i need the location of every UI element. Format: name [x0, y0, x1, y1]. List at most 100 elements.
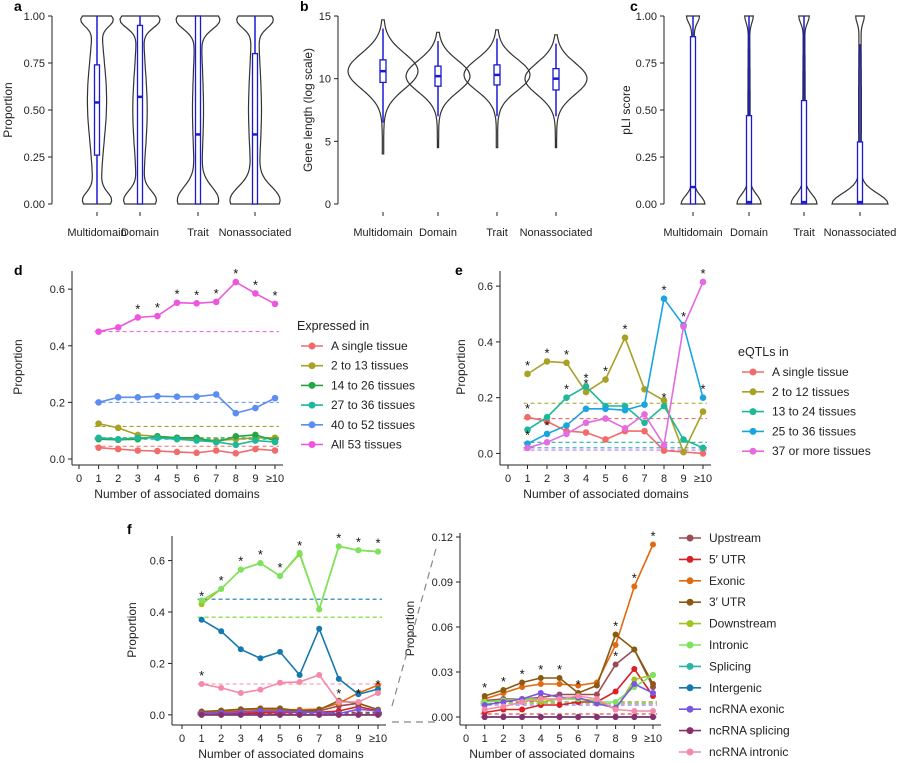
significance-star: * — [336, 530, 341, 545]
x-tick-label-f: 7 — [316, 733, 322, 745]
x-tick-label-f_zoom: 5 — [556, 733, 562, 745]
data-point-14-to-26-tissues — [252, 431, 259, 439]
data-point-3-utr — [650, 681, 656, 687]
significance-star: * — [297, 538, 302, 553]
data-point-37-or-more-tissues — [660, 441, 668, 449]
data-point-exonic — [575, 682, 582, 689]
x-axis-title-f: Number of associated domains — [198, 747, 363, 761]
data-point-all-53-tissues — [232, 278, 240, 286]
y-tick-label-d: 0.0 — [50, 454, 65, 466]
data-point-all-53-tissues — [252, 290, 259, 297]
data-point-exonic — [631, 583, 638, 590]
legend-label-2-to-13-tissues: 2 to 13 tissues — [331, 359, 408, 373]
x-tick-label-e: 3 — [563, 473, 569, 485]
data-point-ncrna-splicing — [355, 711, 362, 718]
series-line-13-to-24-tissues — [527, 385, 704, 449]
box-domain — [745, 114, 753, 205]
significance-star: * — [482, 680, 487, 695]
series-line-intergenic — [201, 619, 379, 696]
data-point-intronic — [237, 566, 244, 573]
x-tick-label-d: 6 — [194, 473, 200, 485]
data-point-40-to-52-tissues — [271, 394, 279, 402]
data-point-a-single-tissue — [271, 447, 279, 454]
data-point-ncrna-splicing — [593, 714, 600, 720]
data-point-37-or-more-tissues — [680, 323, 687, 330]
y-axis-title-b: Gene length (log scale) — [301, 48, 315, 172]
significance-star: * — [525, 428, 530, 443]
significance-star: * — [233, 266, 238, 281]
data-point-3-utr — [612, 631, 619, 638]
legend-label-all-53-tissues: All 53 tissues — [331, 438, 402, 452]
data-point-a-single-tissue — [193, 449, 200, 457]
y-tick-label-e: 0.6 — [478, 281, 493, 293]
data-point-ncrna-intronic — [375, 690, 381, 696]
data-point-ncrna-intronic — [335, 699, 342, 705]
box-trait — [800, 99, 808, 205]
data-point-2-to-12-tissues — [602, 376, 609, 383]
y-axis-title-e: Proportion — [454, 339, 468, 394]
data-point-ncrna-intronic — [575, 693, 582, 699]
panel-label-d: d — [14, 262, 23, 278]
legend-label-14-to-26-tissues: 14 to 26 tissues — [331, 378, 415, 392]
y-tick-label-e: 0.0 — [478, 448, 493, 460]
data-point-ncrna-intronic — [198, 681, 205, 687]
data-point-ncrna-intronic — [481, 706, 488, 713]
data-point-ncrna-splicing — [335, 711, 342, 718]
legend-swatch-dot — [308, 381, 316, 389]
panel-label-c: c — [630, 0, 638, 14]
y-axis-title-d: Proportion — [11, 339, 25, 394]
series-line-ncrna-intronic — [484, 695, 653, 712]
significance-star: * — [194, 287, 199, 302]
y-axis-title-c: pLI score — [619, 85, 633, 135]
data-point-a-single-tissue — [95, 444, 102, 451]
legend-swatch-dot — [749, 368, 757, 376]
legend-label-a-single-tissue: A single tissue — [772, 365, 849, 379]
x-tick-label-f: 9 — [355, 733, 361, 745]
series-line-14-to-26-tissues — [98, 434, 276, 443]
y-tick-label-c: 0.25 — [636, 152, 657, 164]
data-point-ncrna-splicing — [650, 714, 656, 720]
box-multidomain — [689, 36, 697, 205]
significance-star: * — [277, 560, 282, 575]
data-point-2-to-12-tissues — [621, 334, 629, 342]
legend-label-27-to-36-tissues: 27 to 36 tissues — [331, 398, 415, 412]
x-tick-label-a: Domain — [121, 227, 159, 239]
legend-swatch-dot — [686, 598, 694, 606]
data-point-ncrna-intronic — [257, 686, 264, 693]
data-point-2-to-12-tissues — [563, 359, 570, 367]
series-line-2-to-12-tissues — [527, 335, 704, 455]
violin-domain — [119, 15, 161, 205]
data-point-27-to-36-tissues — [95, 434, 102, 442]
data-point-exonic — [556, 681, 563, 687]
data-point-ncrna-intronic — [355, 699, 362, 705]
x-tick-label-f: 6 — [297, 733, 303, 745]
data-point-40-to-52-tissues — [95, 399, 102, 406]
data-point-27-to-36-tissues — [114, 435, 122, 443]
data-point-upstream — [612, 661, 619, 668]
y-tick-label-e: 0.4 — [478, 337, 493, 349]
series-line-37-or-more-tissues — [527, 281, 704, 449]
data-point-ncrna-splicing — [218, 711, 225, 718]
x-tick-label-b: Domain — [419, 227, 457, 239]
data-point-ncrna-splicing — [316, 711, 323, 718]
data-point-intergenic — [316, 625, 323, 632]
data-point-3-utr — [519, 679, 526, 686]
data-point-ncrna-exonic — [481, 702, 488, 708]
data-point-5-utr — [556, 702, 563, 708]
data-point-3-utr — [537, 675, 544, 681]
violin-multidomain — [347, 19, 419, 155]
x-tick-label-d: 7 — [213, 473, 219, 485]
legend-swatch-dot — [686, 705, 694, 713]
data-point-ncrna-splicing — [612, 714, 619, 720]
data-point-intronic — [257, 560, 264, 567]
legend-label-upstream: Upstream — [709, 531, 761, 545]
data-point-a-single-tissue — [602, 436, 609, 443]
data-point-all-53-tissues — [271, 300, 279, 308]
data-point-a-single-tissue — [660, 447, 668, 454]
data-point-2-to-12-tissues — [543, 358, 551, 365]
x-tick-label-e: 8 — [661, 473, 667, 485]
panel-e: e 0.0 0.2 0.4 0.6 0 1 2 3 4 5 6 7 8 9 ≥10 Number of asso… — [454, 262, 712, 501]
data-point-a-single-tissue — [252, 445, 259, 453]
data-point-ncrna-splicing — [257, 711, 264, 718]
x-tick-label-f_zoom: 7 — [594, 733, 600, 745]
